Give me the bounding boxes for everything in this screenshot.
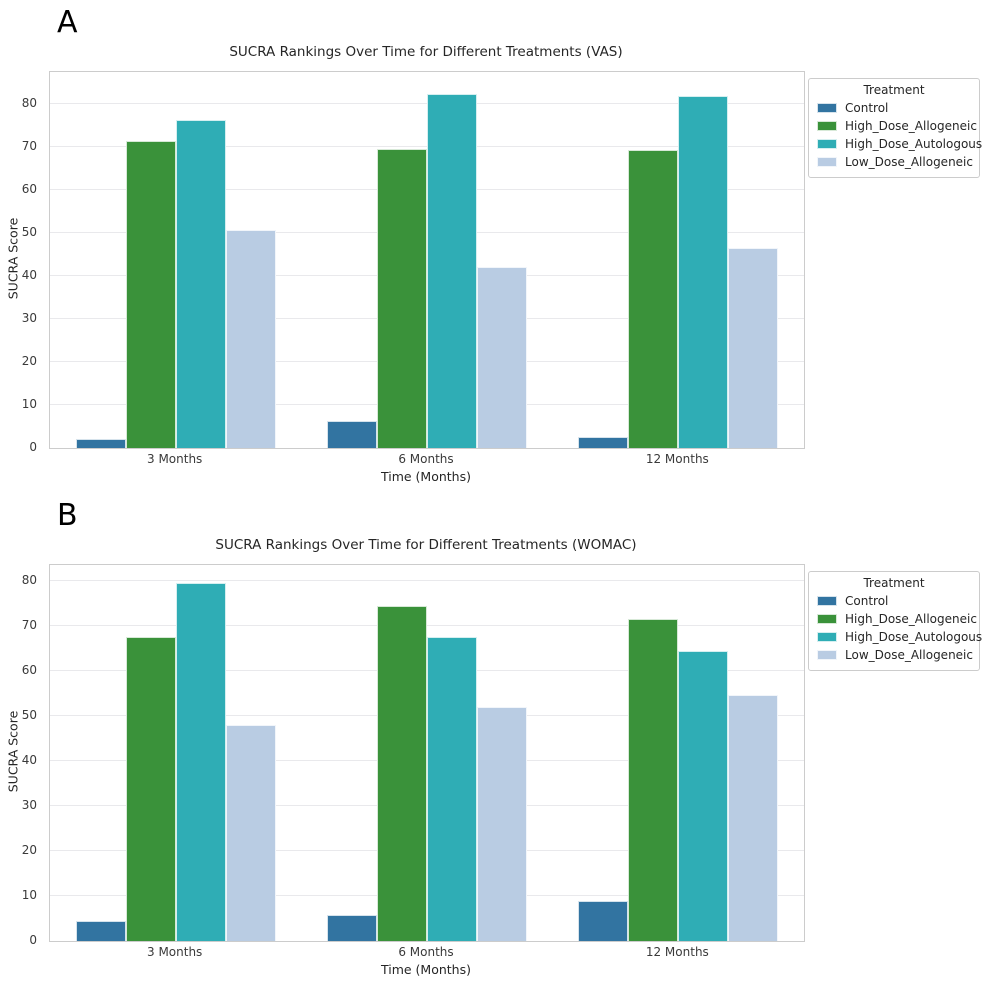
y-tick-label-40: 40 [21, 268, 37, 283]
panel-b-legend: Treatment Control High_Dose_Allogeneic Hig… [808, 571, 982, 671]
panel-b-title: SUCRA Rankings Over Time for Different T… [215, 537, 637, 553]
legend-swatch-icon [817, 103, 837, 113]
y-tick-label-30: 30 [21, 311, 37, 326]
bar-low-dose-allogeneic-6-months [477, 266, 527, 448]
legend-items: Control High_Dose_Allogeneic High_Dose_Aut… [817, 99, 982, 171]
y-tick-label-70: 70 [21, 139, 37, 154]
bar-high-dose-allogeneic-6-months [377, 149, 427, 448]
legend-label: High_Dose_Allogeneic [845, 612, 977, 626]
panel-a-plot-area [49, 71, 805, 449]
y-tick-label-70: 70 [21, 618, 37, 633]
legend-title: Treatment [863, 576, 925, 590]
legend-swatch-icon [817, 650, 837, 660]
panel-a-x-tick-labels: 3 Months 6 Months 12 Months [49, 452, 803, 468]
legend-label: High_Dose_Autologous [845, 137, 983, 151]
x-tick-label-3-months: 3 Months [147, 945, 203, 959]
legend-label: Low_Dose_Allogeneic [845, 648, 973, 662]
panel-a-letter: A [57, 5, 78, 40]
legend-item-control: Control [817, 592, 971, 610]
legend-item-high-dose-allogeneic: High_Dose_Allogeneic [817, 610, 977, 628]
bar-control-6-months [327, 421, 377, 448]
y-tick-label-10: 10 [21, 397, 37, 412]
y-tick-label-80: 80 [21, 573, 37, 588]
bar-low-dose-allogeneic-12-months [728, 694, 779, 941]
legend-label: Control [845, 101, 889, 115]
legend-item-low-dose-allogeneic: Low_Dose_Allogeneic [817, 646, 973, 664]
bar-high-dose-allogeneic-3-months [125, 141, 176, 448]
bar-high-dose-autologous-3-months [175, 119, 226, 448]
legend-swatch-icon [817, 596, 837, 606]
y-tick-label-0: 0 [29, 933, 37, 947]
panel-b-y-tick-labels: 0 10 20 30 40 50 60 70 80 [0, 564, 43, 946]
bar-high-dose-autologous-6-months [427, 93, 477, 448]
y-tick-label-0: 0 [29, 440, 37, 454]
bar-high-dose-allogeneic-6-months [377, 606, 427, 941]
legend-item-control: Control [817, 99, 971, 117]
panel-a-x-axis-label: Time (Months) [380, 469, 471, 484]
legend-item-high-dose-autologous: High_Dose_Autologous [817, 135, 982, 153]
panel-b-x-axis-label: Time (Months) [380, 962, 471, 977]
panel-a-y-tick-labels: 0 10 20 30 40 50 60 70 80 [0, 71, 43, 453]
legend-label: Low_Dose_Allogeneic [845, 155, 973, 169]
bar-high-dose-autologous-3-months [175, 583, 226, 941]
panel-b-letter: B [57, 498, 78, 533]
y-tick-label-80: 80 [21, 96, 37, 111]
x-tick-label-6-months: 6 Months [398, 452, 454, 466]
y-tick-label-60: 60 [21, 663, 37, 678]
legend-swatch-icon [817, 139, 837, 149]
y-tick-label-10: 10 [21, 888, 37, 903]
bar-low-dose-allogeneic-3-months [225, 230, 276, 448]
bar-control-12-months [578, 436, 629, 448]
bar-control-12-months [578, 900, 629, 941]
y-tick-label-40: 40 [21, 753, 37, 768]
panel-a: A SUCRA Rankings Over Time for Different… [0, 5, 983, 484]
y-tick-label-20: 20 [21, 843, 37, 858]
y-tick-label-60: 60 [21, 182, 37, 197]
x-tick-label-3-months: 3 Months [147, 452, 203, 466]
bar-control-3-months [75, 438, 126, 448]
legend-label: Control [845, 594, 889, 608]
panel-b-plot-area [49, 564, 805, 942]
bar-high-dose-autologous-12-months [678, 96, 729, 448]
bar-control-6-months [327, 915, 377, 941]
bar-control-3-months [75, 921, 126, 941]
bar-low-dose-allogeneic-3-months [225, 724, 276, 941]
legend-swatch-icon [817, 121, 837, 131]
panel-b-x-tick-labels: 3 Months 6 Months 12 Months [49, 945, 803, 961]
panel-a-legend: Treatment Control High_Dose_Allogeneic Hig… [808, 78, 982, 178]
bar-high-dose-allogeneic-12-months [628, 149, 679, 448]
legend-swatch-icon [817, 614, 837, 624]
bar-high-dose-autologous-6-months [427, 636, 477, 941]
legend-label: High_Dose_Autologous [845, 630, 983, 644]
y-tick-label-50: 50 [21, 708, 37, 723]
x-tick-label-6-months: 6 Months [398, 945, 454, 959]
bar-low-dose-allogeneic-6-months [477, 706, 527, 941]
legend-swatch-icon [817, 632, 837, 642]
legend-item-high-dose-allogeneic: High_Dose_Allogeneic [817, 117, 977, 135]
panel-a-title: SUCRA Rankings Over Time for Different T… [229, 44, 623, 60]
x-tick-label-12-months: 12 Months [645, 452, 709, 466]
y-tick-label-50: 50 [21, 225, 37, 240]
x-tick-label-12-months: 12 Months [645, 945, 709, 959]
bar-high-dose-allogeneic-12-months [628, 618, 679, 941]
gridline-y80 [50, 580, 804, 582]
legend-title: Treatment [863, 83, 925, 97]
legend-item-high-dose-autologous: High_Dose_Autologous [817, 628, 982, 646]
gridline-y70 [50, 625, 804, 627]
y-tick-label-30: 30 [21, 798, 37, 813]
legend-items: Control High_Dose_Allogeneic High_Dose_Aut… [817, 592, 982, 664]
bar-high-dose-allogeneic-3-months [125, 636, 176, 941]
bar-high-dose-autologous-12-months [678, 650, 729, 941]
panel-b: B SUCRA Rankings Over Time for Different… [0, 493, 986, 986]
legend-swatch-icon [817, 157, 837, 167]
legend-label: High_Dose_Allogeneic [845, 119, 977, 133]
y-tick-label-20: 20 [21, 354, 37, 369]
bar-low-dose-allogeneic-12-months [728, 248, 779, 448]
legend-item-low-dose-allogeneic: Low_Dose_Allogeneic [817, 153, 973, 171]
